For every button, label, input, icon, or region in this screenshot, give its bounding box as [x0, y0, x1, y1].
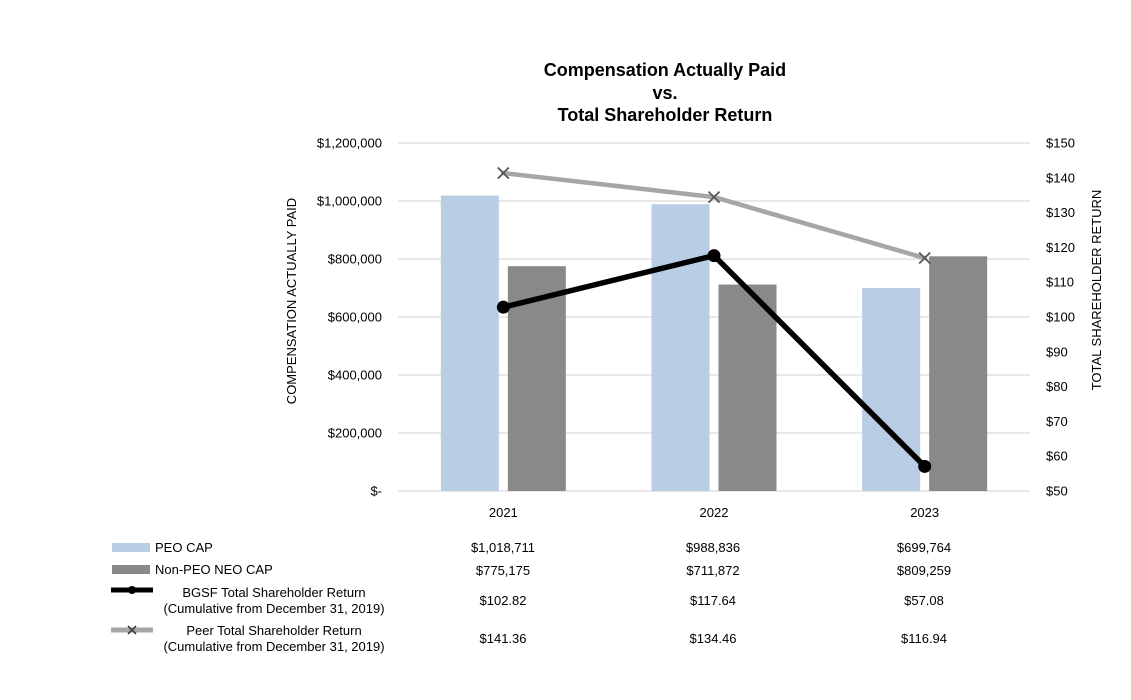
legend-line-circle-icon — [111, 586, 153, 594]
line-point — [707, 249, 721, 263]
left-axis-label: COMPENSATION ACTUALLY PAID — [284, 198, 299, 404]
table-cell: $134.46 — [689, 631, 737, 646]
bar — [862, 288, 921, 491]
y2-tick-label: $100 — [1046, 310, 1075, 325]
x-axis-ticks: 2021 2022 2023 — [489, 505, 939, 520]
table-cell: $1,018,711 — [470, 540, 536, 555]
line-series — [496, 166, 932, 473]
y2-tick-label: $130 — [1046, 205, 1075, 220]
line-point — [497, 166, 510, 180]
y2-tick-label: $150 — [1046, 136, 1075, 151]
legend-swatch-peo-cap — [112, 543, 150, 552]
x-tick-label: 2022 — [700, 505, 729, 520]
y-tick-label: $1,200,000 — [317, 136, 382, 151]
table-cell: $116.94 — [900, 631, 948, 646]
y-tick-label: $- — [370, 484, 382, 499]
table-cell: $102.82 — [479, 593, 527, 608]
series-line — [500, 252, 928, 470]
x-tick-label: 2023 — [910, 505, 939, 520]
table-cell: $988,836 — [685, 540, 741, 555]
line-point — [496, 300, 510, 314]
chart-title: Compensation Actually Paid vs. Total Sha… — [430, 59, 900, 127]
bar — [718, 284, 777, 491]
legend-label-peo-cap: PEO CAP — [155, 540, 213, 555]
table-cell: $57.08 — [904, 593, 944, 608]
legend-label-line-1: BGSF Total Shareholder Return — [182, 585, 366, 600]
legend-label-line-2: (Cumulative from December 31, 2019) — [163, 601, 385, 616]
chart-title-line-1: Compensation Actually Paid — [543, 60, 787, 80]
legend-label-bgsf-tsr: BGSF Total Shareholder Return (Cumulativ… — [148, 585, 400, 617]
x-tick-label: 2021 — [489, 505, 518, 520]
series-line — [501, 170, 927, 261]
table-cell: $711,872 — [686, 563, 740, 578]
bar — [929, 256, 988, 491]
y-tick-label: $1,000,000 — [317, 194, 382, 209]
legend-line-x-icon — [111, 625, 153, 635]
y2-tick-label: $140 — [1046, 170, 1075, 185]
line-point — [918, 459, 932, 473]
bar-series — [440, 195, 988, 492]
legend-label-peer-tsr: Peer Total Shareholder Return (Cumulativ… — [148, 623, 400, 655]
left-axis-ticks: $- $200,000 $400,000 $600,000 $800,000 $1,000… — [317, 136, 382, 499]
table-cell: $141.36 — [479, 631, 527, 646]
table-cell: $775,175 — [475, 563, 531, 578]
bar — [651, 204, 710, 492]
legend-label-non-peo-neo-cap: Non-PEO NEO CAP — [155, 562, 273, 577]
chart-title-line-2: vs. — [652, 82, 678, 103]
legend-swatch-non-peo-neo-cap — [112, 565, 150, 574]
y2-tick-label: $50 — [1046, 484, 1068, 499]
y-tick-label: $200,000 — [328, 426, 382, 441]
table-cell: $699,764 — [896, 540, 952, 555]
right-axis-ticks: $50 $60 $70 $80 $90 $100 $110 $120 $130 $140 $150 — [1046, 136, 1075, 499]
y-tick-label: $400,000 — [328, 368, 382, 383]
y2-tick-label: $110 — [1046, 275, 1074, 290]
y-tick-label: $600,000 — [328, 310, 382, 325]
y2-tick-label: $120 — [1046, 240, 1075, 255]
y-tick-label: $800,000 — [328, 252, 382, 267]
line-point — [707, 190, 721, 204]
table-cell: $117.64 — [689, 593, 737, 608]
legend-label-line-1: Peer Total Shareholder Return — [186, 623, 362, 638]
y2-tick-label: $60 — [1046, 449, 1068, 464]
right-axis-label: TOTAL SHAREHOLDER RETURN — [1089, 190, 1104, 391]
bar — [440, 195, 499, 492]
y2-tick-label: $80 — [1046, 379, 1068, 394]
chart-title-line-3: Total Shareholder Return — [557, 105, 773, 125]
line-point — [918, 251, 931, 265]
y2-tick-label: $70 — [1046, 414, 1068, 429]
y2-tick-label: $90 — [1046, 344, 1068, 359]
table-cell: $809,259 — [896, 563, 952, 578]
legend-label-line-2: (Cumulative from December 31, 2019) — [163, 639, 385, 654]
